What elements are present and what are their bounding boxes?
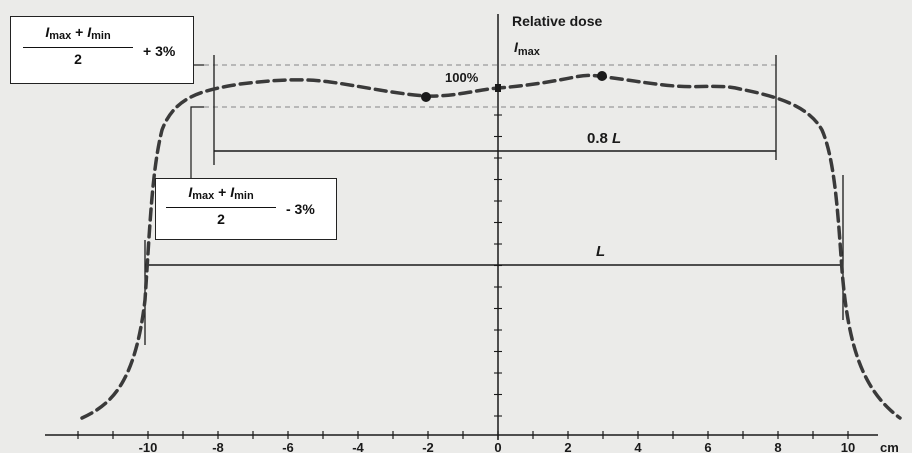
fraction-numerator: Imax + Imin <box>188 184 254 202</box>
x-tick-label: 0 <box>494 440 501 453</box>
lower-threshold-box: Imax + Imin 2 - 3% <box>155 178 337 240</box>
upper-threshold-box: Imax + Imin 2 + 3% <box>10 16 194 84</box>
lower-threshold-suffix: - 3% <box>286 201 315 217</box>
y-axis-ticks <box>494 114 502 417</box>
x-tick-label: -4 <box>352 440 364 453</box>
upper-threshold-fraction: Imax + Imin 2 <box>23 23 133 68</box>
x-tick-label: -6 <box>282 440 294 453</box>
percent-100-label: 100% <box>445 70 479 85</box>
center-point-marker <box>495 84 501 92</box>
x-axis-tick-labels: -10 -8 -6 -4 -2 0 2 4 6 8 10 <box>139 440 856 453</box>
x-axis-unit: cm <box>880 440 899 453</box>
fraction-denominator: 2 <box>217 211 225 227</box>
x-tick-label: 2 <box>564 440 571 453</box>
x-tick-label: -8 <box>212 440 224 453</box>
x-tick-label: 10 <box>841 440 855 453</box>
fraction-denominator: 2 <box>74 51 82 67</box>
width-full-label: L <box>596 243 605 260</box>
dose-profile-curve <box>80 73 902 420</box>
min-point-marker <box>421 92 431 102</box>
x-tick-label: -10 <box>139 440 158 453</box>
x-tick-label: 8 <box>774 440 781 453</box>
fraction-bar <box>166 207 276 208</box>
fraction-bar <box>23 47 133 48</box>
width-80-label: 0.8 L <box>587 130 621 147</box>
x-tick-label: 4 <box>634 440 642 453</box>
lower-threshold-fraction: Imax + Imin 2 <box>166 183 276 228</box>
upper-threshold-suffix: + 3% <box>143 43 176 59</box>
x-tick-label: -2 <box>422 440 434 453</box>
imax-label: Imax <box>514 39 541 58</box>
lower-box-leader <box>190 106 204 178</box>
y-axis-title: Relative dose <box>512 13 602 29</box>
max-point-marker <box>597 71 607 81</box>
fraction-numerator: Imax + Imin <box>45 24 111 42</box>
x-tick-label: 6 <box>704 440 711 453</box>
